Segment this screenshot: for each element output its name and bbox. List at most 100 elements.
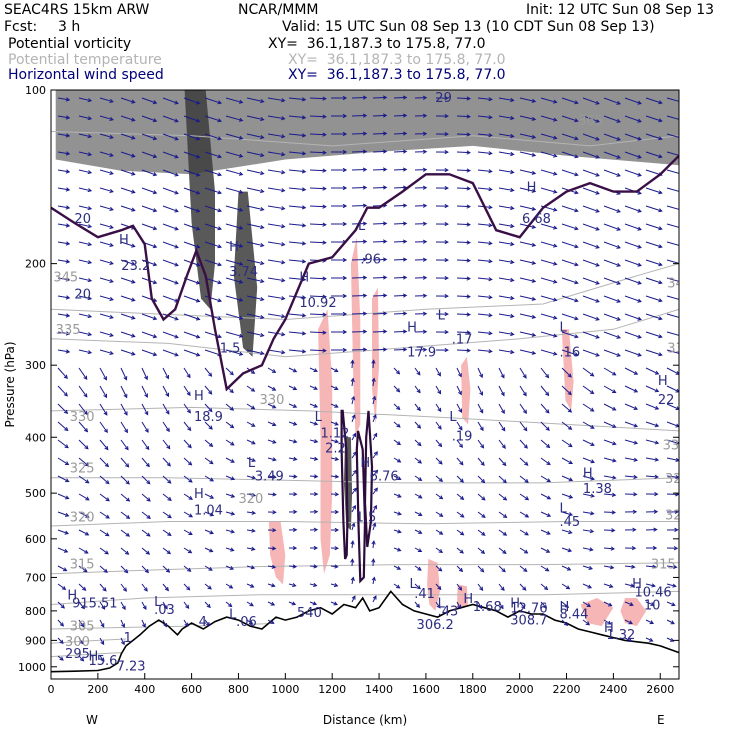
wind-arrow-head bbox=[652, 564, 657, 569]
wind-arrow-head bbox=[167, 532, 172, 537]
wind-arrow-head bbox=[362, 95, 368, 100]
wind-arrow-head bbox=[322, 114, 327, 119]
wind-arrow-head bbox=[100, 657, 105, 662]
model-label: SEAC4RS 15km ARW bbox=[4, 2, 150, 18]
wind-arrow-head bbox=[207, 585, 212, 590]
wind-arrow bbox=[267, 547, 276, 550]
wind-arrow bbox=[183, 205, 200, 212]
wind-arrow-head bbox=[230, 459, 235, 463]
wind-arrow-head bbox=[373, 487, 378, 492]
wind-arrow-head bbox=[238, 153, 244, 158]
wind-arrow-head bbox=[396, 441, 402, 446]
theta-contour-300 bbox=[51, 638, 127, 644]
wind-arrow bbox=[225, 403, 234, 411]
wind-arrow bbox=[183, 511, 193, 518]
wind-arrow bbox=[624, 169, 642, 177]
wind-arrow bbox=[582, 493, 595, 497]
wind-arrow bbox=[414, 565, 422, 571]
wind-arrow-head bbox=[678, 318, 679, 319]
wind-arrow bbox=[561, 619, 568, 626]
wind-arrow bbox=[582, 151, 600, 159]
wind-arrow-head bbox=[502, 513, 508, 518]
wind-arrow-head bbox=[658, 154, 663, 159]
wind-arrow bbox=[225, 331, 243, 338]
wind-arrow-head bbox=[658, 226, 663, 231]
wind-arrow bbox=[393, 294, 407, 297]
wind-arrow bbox=[540, 565, 549, 572]
wind-arrow-head bbox=[292, 386, 298, 391]
wind-arrow bbox=[393, 222, 407, 225]
wind-arrow bbox=[162, 331, 179, 338]
wind-arrow bbox=[288, 223, 306, 227]
wind-arrow-head bbox=[186, 391, 191, 397]
wind-arrow-head bbox=[83, 393, 88, 398]
wind-arrow bbox=[477, 421, 484, 431]
wind-arrow-head bbox=[104, 445, 109, 451]
theta-contour-label: 335 bbox=[667, 341, 692, 356]
wind-arrow-head bbox=[260, 297, 265, 302]
wind-arrow-head bbox=[59, 656, 64, 661]
wind-arrow-head bbox=[362, 113, 368, 118]
wind-arrow-head bbox=[142, 605, 147, 611]
wind-arrow-head bbox=[351, 595, 356, 600]
wind-arrow bbox=[162, 205, 179, 212]
wind-arrow bbox=[477, 511, 486, 518]
wind-arrow-head bbox=[458, 390, 462, 396]
pv-tropopause-line bbox=[51, 154, 679, 392]
wind-arrow-head bbox=[362, 149, 368, 154]
wind-arrow-head bbox=[422, 239, 428, 244]
wind-arrow bbox=[225, 601, 232, 607]
extremum-label: H bbox=[229, 240, 239, 255]
wind-arrow-head bbox=[64, 461, 70, 466]
wind-arrow-head bbox=[313, 403, 319, 408]
wind-arrow-head bbox=[382, 113, 388, 118]
wind-arrow bbox=[162, 133, 179, 140]
theta-contour-label: 330 bbox=[663, 438, 688, 453]
wind-arrow-head bbox=[632, 527, 637, 532]
wind-arrow bbox=[267, 457, 276, 461]
wind-arrow-head bbox=[531, 170, 537, 175]
wind-arrow bbox=[456, 205, 470, 208]
wind-arrow-head bbox=[342, 95, 348, 101]
wind-arrow-head bbox=[616, 334, 621, 339]
wind-arrow bbox=[162, 259, 179, 266]
wind-arrow bbox=[78, 385, 88, 398]
wind-arrow-head bbox=[217, 280, 222, 285]
wind-arrow bbox=[204, 547, 213, 553]
wind-arrow-head bbox=[566, 566, 572, 571]
wind-arrow bbox=[267, 205, 285, 210]
wind-arrow-head bbox=[292, 403, 298, 408]
wind-arrow bbox=[498, 277, 514, 281]
wind-arrow bbox=[519, 511, 529, 518]
wind-arrow bbox=[78, 511, 89, 518]
wind-arrow bbox=[498, 421, 506, 431]
wind-arrow-head bbox=[372, 522, 377, 527]
wind-arrow-head bbox=[230, 511, 236, 516]
wind-arrow-head bbox=[334, 492, 340, 497]
wind-arrow-head bbox=[209, 494, 215, 499]
wind-arrow-head bbox=[633, 388, 639, 393]
wind-arrow-head bbox=[121, 623, 125, 628]
wind-arrow bbox=[267, 133, 285, 138]
wind-arrow bbox=[309, 403, 318, 408]
wind-arrow bbox=[120, 187, 135, 193]
wind-arrow bbox=[477, 367, 483, 378]
wind-arrow bbox=[456, 187, 470, 190]
wind-arrow-head bbox=[488, 313, 493, 318]
wind-arrow-head bbox=[382, 275, 388, 280]
wind-arrow bbox=[57, 115, 70, 119]
wind-arrow-head bbox=[342, 329, 348, 335]
wind-arrow bbox=[267, 565, 276, 568]
wind-arrow bbox=[414, 601, 420, 608]
wind-arrow-head bbox=[444, 149, 449, 155]
wind-arrow-head bbox=[229, 565, 235, 570]
wind-arrow-head bbox=[382, 347, 388, 352]
wind-arrow-head bbox=[80, 605, 85, 610]
wind-arrow-head bbox=[103, 393, 107, 399]
wind-arrow-head bbox=[144, 393, 148, 398]
wind-arrow-head bbox=[167, 479, 172, 484]
wind-arrow-head bbox=[531, 206, 537, 211]
wind-arrow bbox=[330, 367, 338, 372]
wind-arrow bbox=[519, 529, 529, 536]
wind-arrow-head bbox=[313, 564, 318, 569]
